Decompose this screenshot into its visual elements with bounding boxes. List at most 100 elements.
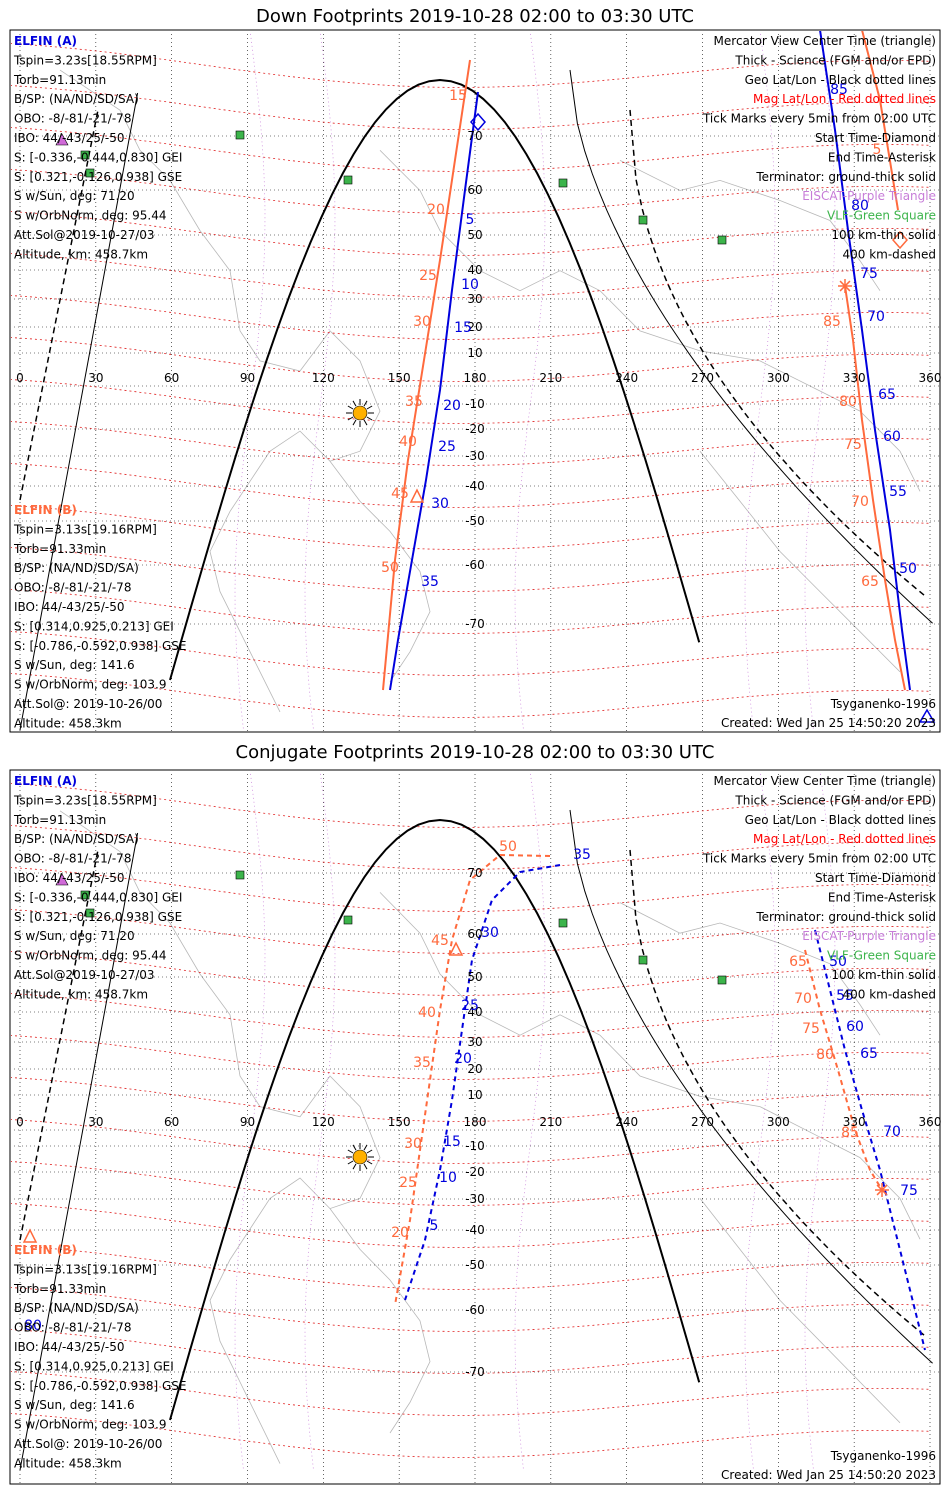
lon-tick-label: 240 xyxy=(615,1115,638,1129)
lat-tick-label: 40 xyxy=(467,263,482,277)
coastline xyxy=(379,150,921,492)
elfin-b-info-line: S w/Sun, deg: 141.6 xyxy=(14,658,135,672)
lat-tick-label: -20 xyxy=(465,1165,485,1179)
lon-tick-label: 30 xyxy=(88,1115,103,1129)
asterisk-stroke xyxy=(839,280,851,292)
vlf-station-marker xyxy=(235,130,245,140)
elfin-b-header: ELFIN (B) xyxy=(14,503,77,517)
elfin-a-tick: 70 xyxy=(883,1124,901,1140)
sun-ray xyxy=(366,1160,373,1165)
lon-tick-label: 210 xyxy=(539,371,562,385)
mag-latitude-line xyxy=(11,1119,931,1164)
mag-latitude-line xyxy=(11,783,931,828)
lon-tick-label: 210 xyxy=(539,1115,562,1129)
legend-line: VLF-Green Square xyxy=(827,949,936,963)
lon-tick-label: 90 xyxy=(240,371,255,385)
elfin-b-tick: 35 xyxy=(413,1055,431,1071)
lat-tick-label: 20 xyxy=(467,1062,482,1076)
elfin-b-info-line: S: [0.314,0.925,0.213] GEI xyxy=(14,1359,174,1373)
terminator-400km xyxy=(19,107,100,501)
sun-ray xyxy=(347,416,354,421)
mag-latitude-line xyxy=(11,85,931,130)
elfin-a-tick: 10 xyxy=(461,277,479,293)
terminator-400km xyxy=(629,849,925,1336)
legend-line: Geo Lat/Lon - Black dotted lines xyxy=(745,813,936,827)
legend-line: Tick Marks every 5min from 02:00 UTC xyxy=(702,112,936,126)
elfin-b-info-line: Torb=91.33min xyxy=(13,1282,106,1296)
elfin-b-info-line: Torb=91.33min xyxy=(13,542,106,556)
vlf-station-marker xyxy=(85,908,95,918)
center-triangle xyxy=(448,941,464,956)
elfin-b-tick: 50 xyxy=(499,839,517,855)
start-diamond xyxy=(892,230,908,250)
created-timestamp: Created: Wed Jan 25 14:50:20 2023 xyxy=(721,716,936,730)
panel-title: Conjugate Footprints 2019-10-28 02:00 to… xyxy=(236,742,715,763)
eiscat-marker xyxy=(55,133,69,146)
vlf-station-marker xyxy=(80,150,90,160)
mag-latitude-line xyxy=(11,951,931,996)
lon-tick-label: 180 xyxy=(464,1115,487,1129)
map-area xyxy=(11,31,939,731)
mag-latitude-line xyxy=(11,631,931,676)
elfin-b-header: ELFIN (B) xyxy=(14,1243,77,1257)
mag-latitude-line xyxy=(11,463,931,508)
elfin-a-tick: 30 xyxy=(481,925,499,941)
legend-line: Mercator View Center Time (triangle) xyxy=(714,774,936,788)
lat-tick-label: 50 xyxy=(467,228,482,242)
legend-line: Mag Lat/Lon - Red dotted lines xyxy=(753,92,936,106)
mag-latitude-line xyxy=(11,127,931,172)
vlf-station-marker xyxy=(717,975,727,985)
start-diamond xyxy=(470,112,486,132)
lon-tick-label: 90 xyxy=(240,1115,255,1129)
elfin-b-info-line: Tspin=3.13s[19.16RPM] xyxy=(13,1262,157,1276)
mag-latitude-line xyxy=(11,1161,931,1206)
elfin-b-tick: 45 xyxy=(431,933,449,949)
lat-tick-label: -20 xyxy=(465,422,485,436)
vlf-station-marker xyxy=(80,890,90,900)
legend-line: 400 km-dashed xyxy=(842,987,936,1001)
elfin-a-tick: 60 xyxy=(883,429,901,445)
elfin-a-info-line: Att.Sol@2019-10-27/03 xyxy=(14,228,155,242)
elfin-a-tick: 25 xyxy=(461,998,479,1014)
elfin-a-info-line: IBO: 44/-43/25/-50 xyxy=(14,131,125,145)
elfin-a-tick: 60 xyxy=(846,1019,864,1035)
elfin-b-tick: 70 xyxy=(794,991,812,1007)
elfin-b-info-line: Att.Sol@: 2019-10-26/00 xyxy=(14,697,162,711)
elfin-b-info-line: S w/OrbNorm, deg: 103.9 xyxy=(14,1418,166,1432)
elfin-a-info-line: S: [0.321,-0.126,0.938] GSE xyxy=(14,170,182,184)
panel-down: Down Footprints 2019-10-28 02:00 to 03:3… xyxy=(9,6,941,733)
lon-tick-label: 240 xyxy=(615,371,638,385)
lat-tick-label: -40 xyxy=(465,479,485,493)
lat-tick-label: 60 xyxy=(467,927,482,941)
elfin-b-info-line: OBO: -8/-81/-21/-78 xyxy=(14,1321,131,1335)
terminator-100km xyxy=(19,832,139,1471)
center-triangle xyxy=(409,488,425,503)
elfin-a-info-line: Tspin=3.23s[18.55RPM] xyxy=(13,53,157,67)
elfin-a-tick: 50 xyxy=(829,954,847,970)
vlf-station-marker xyxy=(235,870,245,880)
mag-latitude-line xyxy=(11,337,931,382)
lat-tick-label: -30 xyxy=(465,1192,485,1206)
lon-tick-label: 270 xyxy=(691,1115,714,1129)
vlf-station-marker xyxy=(343,915,353,925)
legend-line: VLF-Green Square xyxy=(827,209,936,223)
lon-tick-label: 330 xyxy=(843,371,866,385)
elfin-b-info-line: IBO: 44/-43/25/-50 xyxy=(14,1340,125,1354)
elfin-b-tick: 30 xyxy=(413,314,431,330)
sun-ray xyxy=(366,1149,373,1154)
elfin-b-tick: 40 xyxy=(399,434,417,450)
sun-ray xyxy=(352,419,357,426)
panel-conj: Conjugate Footprints 2019-10-28 02:00 to… xyxy=(9,742,941,1485)
elfin-a-info-line: S w/OrbNorm, deg: 95.44 xyxy=(14,209,166,223)
elfin-b-track-3 xyxy=(844,285,906,691)
elfin-a-info-line: OBO: -8/-81/-21/-78 xyxy=(14,112,131,126)
elfin-b-info-line: S: [-0.786,-0.592,0.938] GSE xyxy=(14,639,187,653)
vlf-station-marker xyxy=(638,215,648,225)
elfin-b-info-line: IBO: 44/-43/25/-50 xyxy=(14,600,125,614)
mag-latitude-line xyxy=(11,825,931,870)
mag-latitude-line xyxy=(11,505,931,550)
legend-line: Mag Lat/Lon - Red dotted lines xyxy=(753,832,936,846)
elfin-a-info-line: IBO: 44/-43/25/-50 xyxy=(14,871,125,885)
elfin-a-info-line: Altitude, km: 458.7km xyxy=(14,247,148,261)
created-timestamp: Created: Wed Jan 25 14:50:20 2023 xyxy=(721,1468,936,1482)
